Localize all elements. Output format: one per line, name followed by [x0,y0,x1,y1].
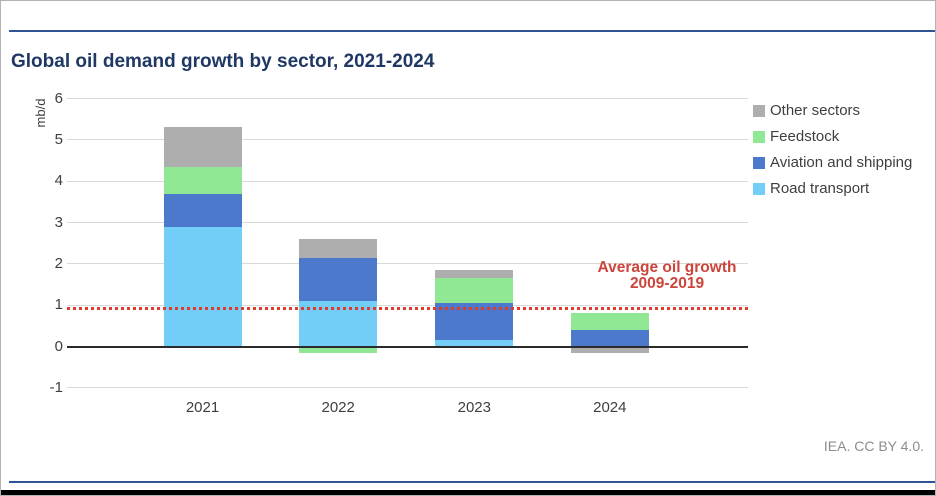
bar-segment-road-transport [435,340,514,347]
bar-segment-other-sectors [570,346,649,353]
bar-segment-aviation-and-shipping [299,257,378,302]
y-tick-label: -1 [49,378,63,396]
y-tick-label: 5 [54,130,63,148]
legend-item-feedstock: Feedstock [753,129,912,145]
gridline [67,98,748,100]
chart-title: Global oil demand growth by sector, 2021… [11,50,435,72]
y-tick-label: 2 [54,254,63,272]
legend-swatch-icon [753,183,765,195]
legend-swatch-icon [753,157,765,169]
y-tick-label: 3 [54,213,63,231]
bar-segment-aviation-and-shipping [570,329,649,347]
bar-segment-feedstock [163,166,242,194]
legend-label: Other sectors [770,102,861,119]
bar-segment-road-transport [163,226,242,347]
y-tick-label: 1 [54,296,63,314]
x-axis-zero-line [67,345,748,348]
legend-item-aviation-and-shipping: Aviation and shipping [753,155,912,171]
bar-segment-other-sectors [299,239,378,258]
legend-label: Feedstock [770,128,840,145]
bottom-divider-rule [9,481,935,483]
bar-segment-feedstock [435,278,514,304]
bar-segment-aviation-and-shipping [163,193,242,227]
x-category-label: 2024 [593,399,627,416]
legend-swatch-icon [753,105,765,117]
gridline [67,387,748,389]
legend-label: Road transport [770,180,870,197]
average-line-annotation-line1: Average oil growth [597,259,737,276]
y-tick-label: 6 [54,89,63,107]
top-divider-rule [9,30,935,32]
bar-segment-feedstock [570,313,649,330]
attribution-text: IEA. CC BY 4.0. [823,438,924,454]
bottom-border-bar [1,490,935,495]
gridline [67,139,748,141]
average-oil-growth-line [67,307,748,311]
gridline [67,180,748,182]
bar-segment-other-sectors [163,127,242,167]
gridline [67,222,748,223]
average-line-annotation-line2: 2009-2019 [629,274,705,292]
bar-segment-feedstock [299,346,378,353]
x-category-label: 2023 [457,399,491,416]
gridline [67,304,748,306]
x-category-label: 2022 [321,399,355,416]
chart-legend: Other sectors Feedstock Aviation and shipp… [753,103,912,197]
legend-item-other-sectors: Other sectors [753,103,912,119]
y-tick-label: 4 [54,172,63,190]
bar-segment-other-sectors [435,270,514,279]
y-tick-label: 0 [54,337,63,355]
legend-swatch-icon [753,131,765,143]
gridline [67,263,748,265]
x-category-label: 2021 [185,399,220,416]
legend-item-road-transport: Road transport [753,181,912,197]
legend-label: Aviation and shipping [770,154,913,171]
average-line-annotation: Average oil growth 2009-2019 [567,260,767,291]
